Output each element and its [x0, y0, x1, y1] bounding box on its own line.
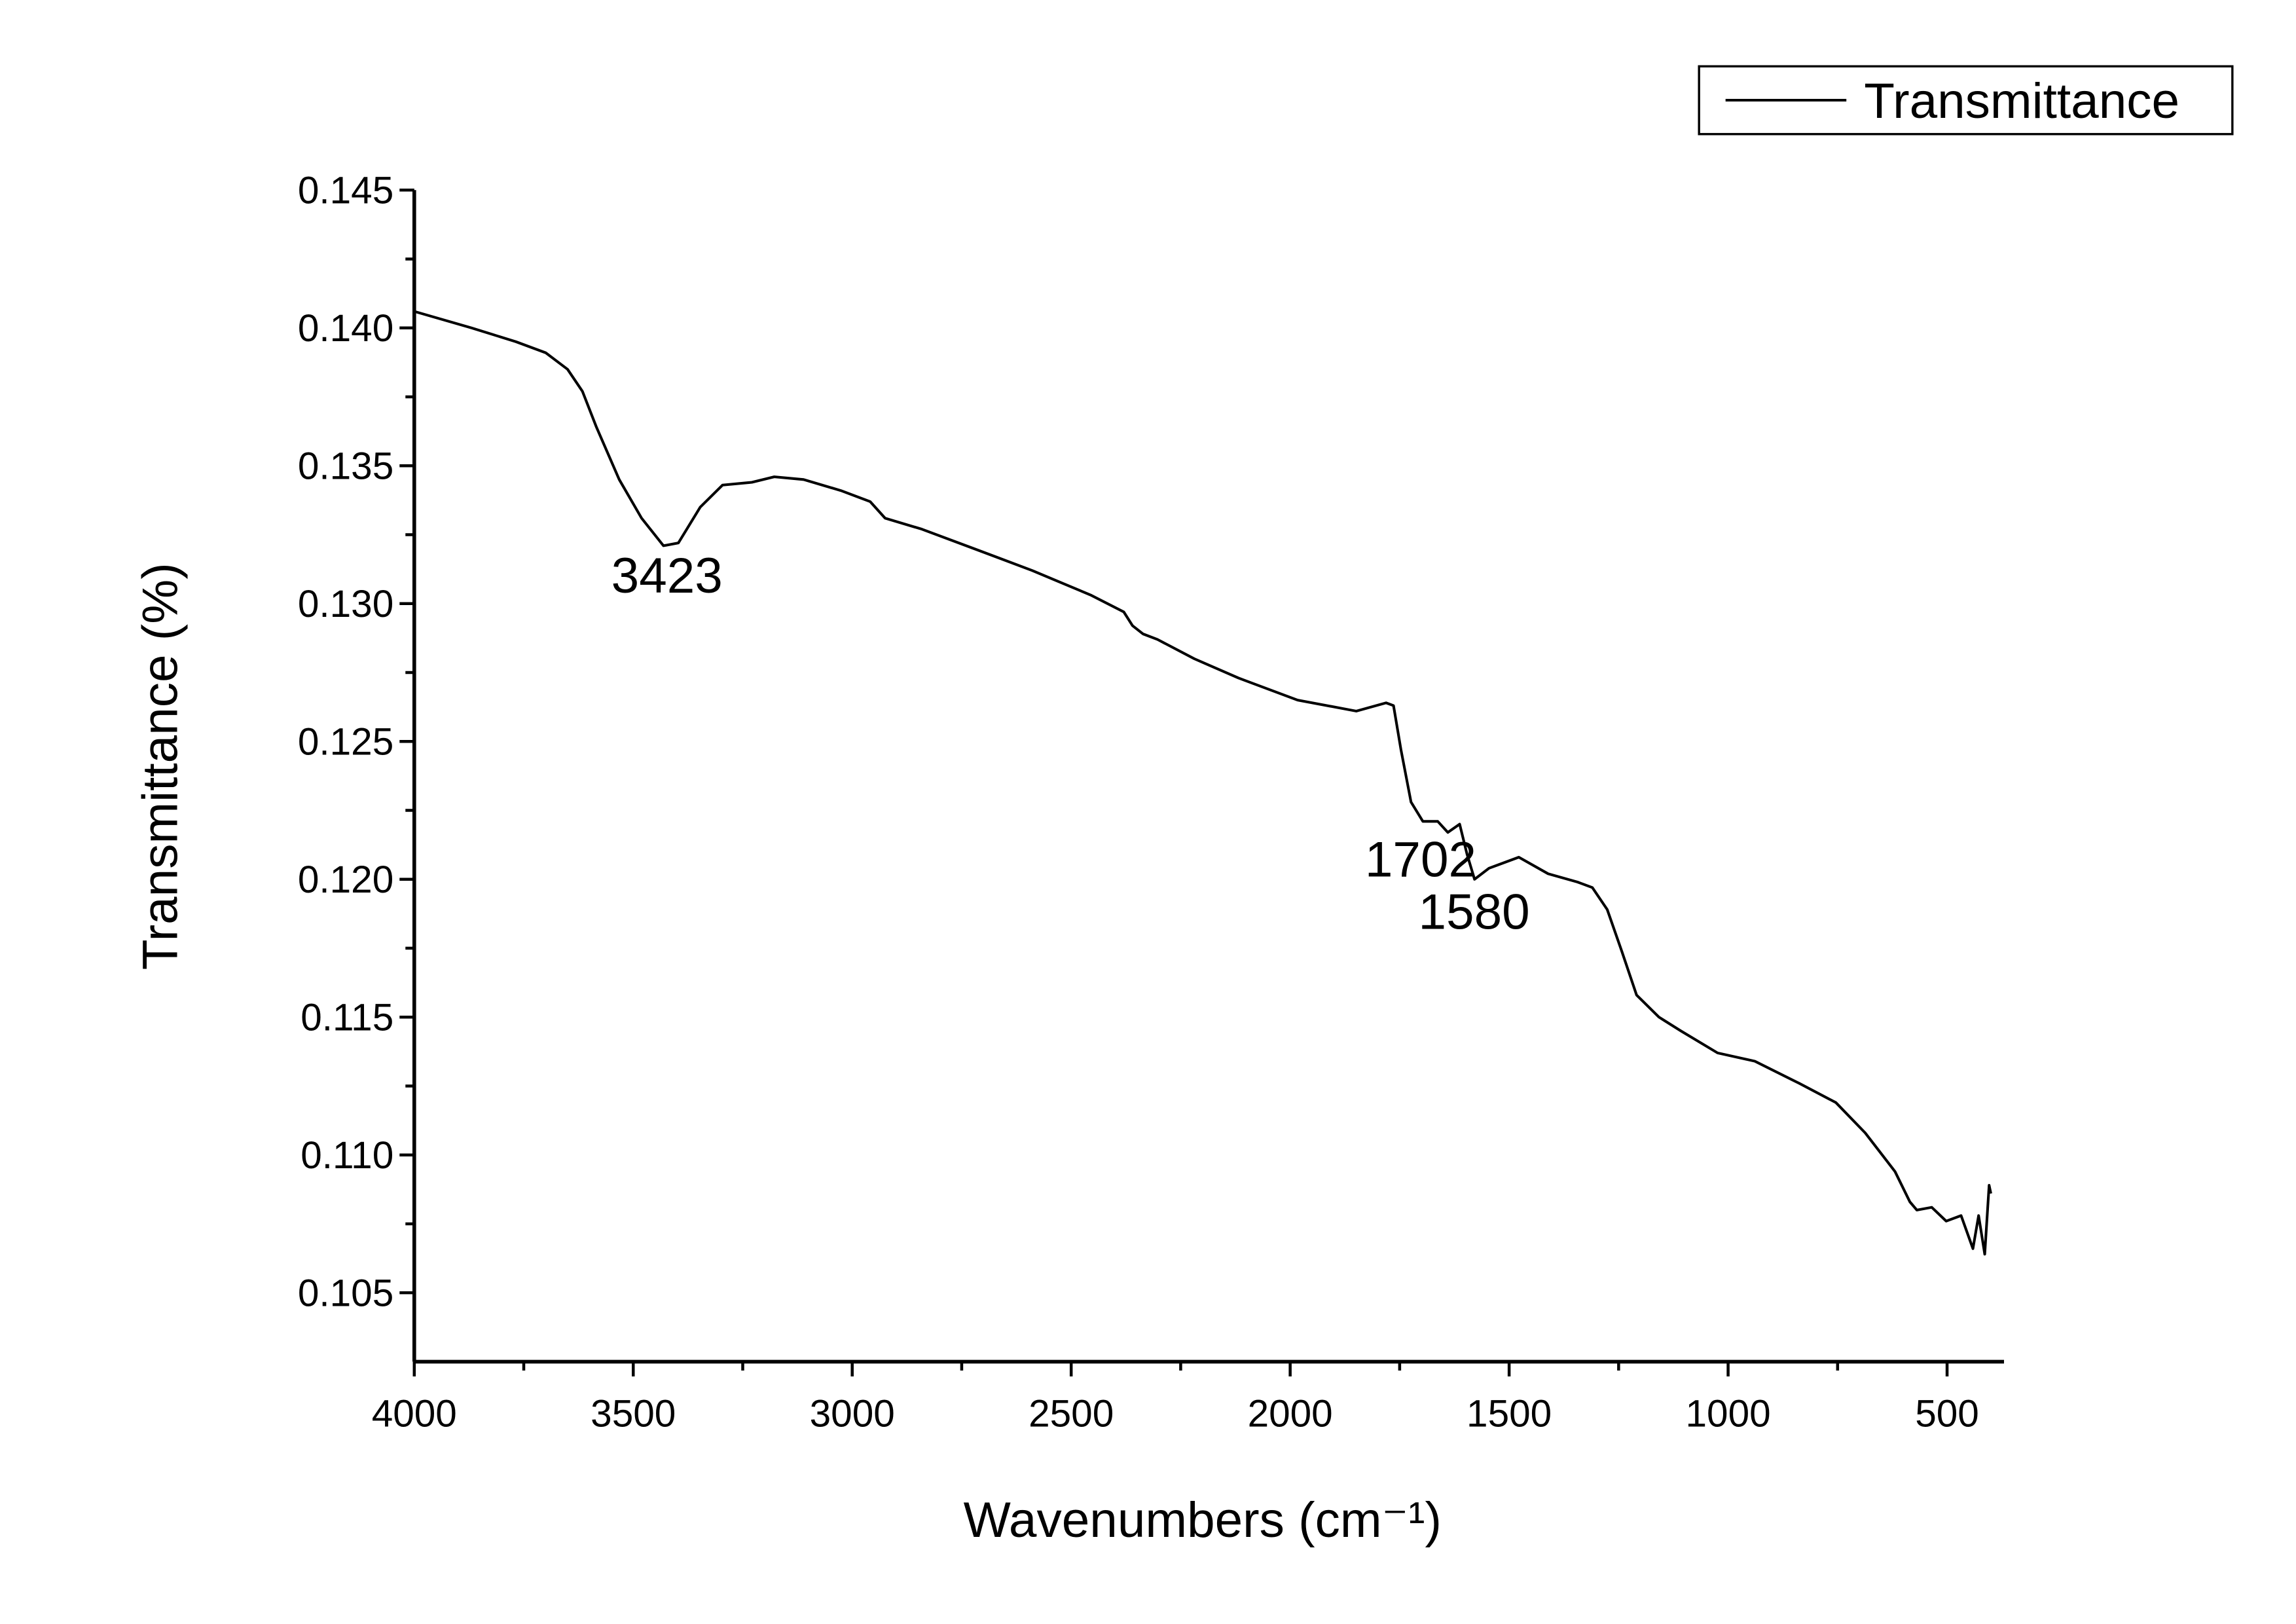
y-tick-label: 0.130 — [298, 583, 393, 625]
x-axis-label: Wavenumbers (cm⁻¹) — [964, 1492, 1442, 1548]
y-tick-label: 0.125 — [298, 720, 393, 763]
data-line — [414, 310, 1992, 1256]
x-tick-label: 3500 — [591, 1392, 676, 1435]
y-tick-label: 0.140 — [298, 307, 393, 350]
x-tick-label: 1000 — [1686, 1392, 1771, 1435]
y-tick-label: 0.115 — [301, 996, 393, 1039]
x-tick-label: 2000 — [1248, 1392, 1333, 1435]
y-axis-label: Transmittance (%) — [132, 563, 188, 970]
x-tick-label: 1500 — [1467, 1392, 1552, 1435]
y-tick-label: 0.145 — [298, 170, 393, 212]
y-tick-label: 0.120 — [298, 858, 393, 901]
peak-annotation: 1702 — [1365, 832, 1476, 888]
x-tick-label: 500 — [1915, 1392, 1979, 1435]
peak-annotation: 3423 — [611, 548, 723, 604]
peak-annotation: 1580 — [1419, 885, 1530, 940]
legend-label: Transmittance — [1864, 73, 2179, 129]
y-tick-label: 0.105 — [298, 1272, 393, 1314]
x-tick-label: 2500 — [1029, 1392, 1114, 1435]
x-tick-label: 4000 — [372, 1392, 457, 1435]
x-tick-label: 3000 — [810, 1392, 895, 1435]
y-tick-label: 0.135 — [298, 445, 393, 488]
y-tick-label: 0.110 — [301, 1134, 393, 1177]
